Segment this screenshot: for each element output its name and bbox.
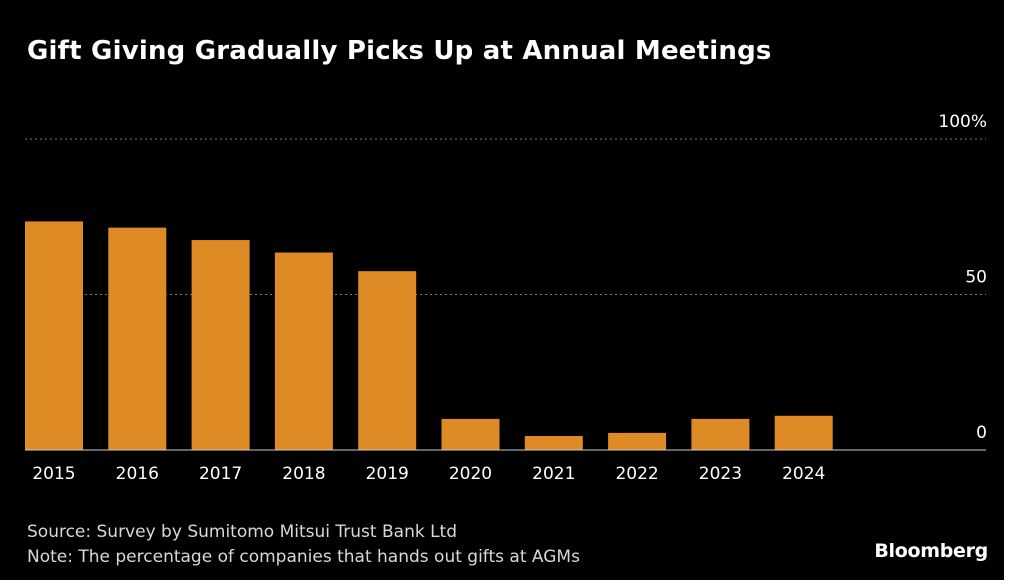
y-tick-label-50: 50 (965, 268, 987, 288)
x-tick-label-2016: 2016 (116, 464, 159, 484)
x-tick-label-2019: 2019 (366, 464, 409, 484)
bar-2023 (691, 418, 750, 450)
bar-2024 (774, 415, 833, 450)
x-tick-label-2017: 2017 (199, 464, 242, 484)
x-tick-labels: 2015 2016 2017 2018 2019 2020 2021 2022 2023 2024 (32, 464, 825, 484)
chart-title: Gift Giving Gradually Picks Up at Annual… (27, 36, 772, 66)
x-tick-label-2018: 2018 (282, 464, 325, 484)
chart-footer: Source: Survey by Sumitomo Mitsui Trust … (27, 520, 580, 570)
bar-chart: 2015 2016 2017 2018 2019 2020 2021 2022 2023 2024… (25, 112, 987, 484)
bloomberg-logo: Bloomberg (874, 540, 988, 562)
x-tick-label-2024: 2024 (782, 464, 825, 484)
bar-2020 (441, 418, 500, 450)
definition-note: Note: The percentage of companies that h… (27, 547, 580, 567)
x-tick-label-2022: 2022 (615, 464, 658, 484)
source-note: Source: Survey by Sumitomo Mitsui Trust … (27, 522, 458, 542)
bar-2016 (108, 227, 167, 450)
x-tick-label-2015: 2015 (32, 464, 75, 484)
x-tick-label-2021: 2021 (532, 464, 575, 484)
bar-2021 (524, 436, 583, 450)
bar-2015 (25, 221, 83, 450)
bar-2019 (358, 271, 417, 450)
y-tick-label-0: 0 (976, 423, 987, 443)
bar-2018 (274, 252, 333, 450)
y-tick-labels: 0 50 100% (938, 112, 987, 443)
bars (25, 221, 986, 451)
bar-2022 (608, 432, 667, 450)
gridlines (25, 138, 986, 295)
y-tick-label-100: 100% (938, 112, 987, 132)
x-tick-label-2023: 2023 (699, 464, 742, 484)
x-tick-label-2020: 2020 (449, 464, 492, 484)
chart-frame: Gift Giving Gradually Picks Up at Annual… (0, 0, 1004, 580)
bar-2017 (191, 240, 250, 450)
